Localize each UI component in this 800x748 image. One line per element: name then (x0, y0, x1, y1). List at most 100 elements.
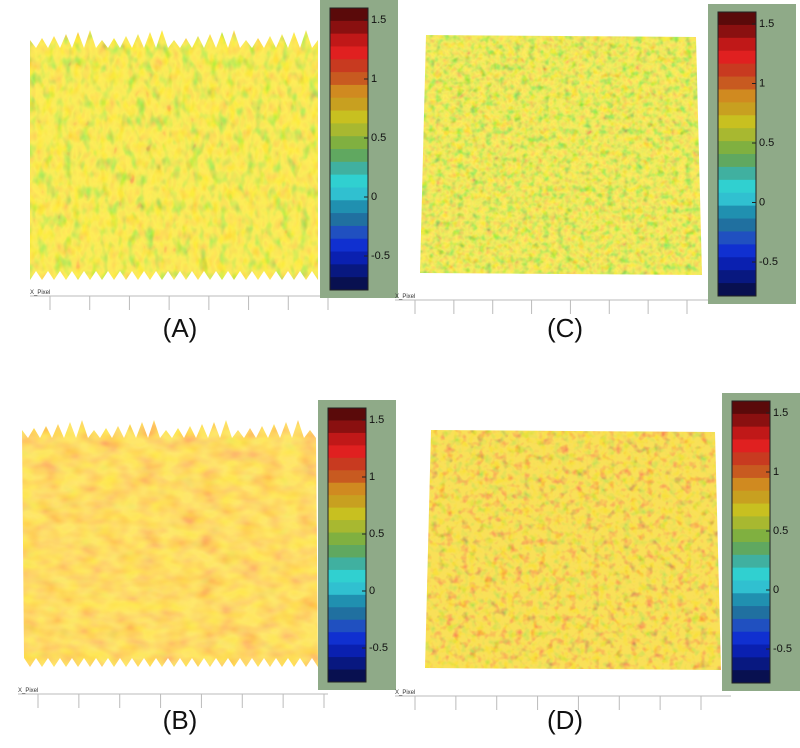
panel-label: (B) (163, 705, 198, 735)
colorbar-tick-label: 0.5 (371, 132, 386, 144)
colorbar-tick-label: 0.5 (369, 528, 384, 540)
colorbar-tick-label: -0.5 (371, 250, 390, 262)
colorbar-band (328, 432, 366, 446)
colorbar-band (732, 439, 770, 453)
colorbar-tick-label: 1 (759, 77, 765, 89)
colorbar-band (732, 657, 770, 671)
colorbar-band (328, 669, 366, 683)
panel: X_Pixel 1.5 1 0.5 0 -0.5 (A) (30, 0, 398, 343)
colorbar-band (718, 76, 756, 90)
panel: X_Pixel 1.5 1 0.5 0 -0.5 (C) (395, 4, 796, 343)
colorbar-band (732, 452, 770, 466)
colorbar-tick-label: 1.5 (371, 14, 386, 26)
colorbar-band (328, 507, 366, 521)
colorbar-band (330, 123, 368, 137)
colorbar-band (330, 238, 368, 253)
colorbar-tick-label: 0.5 (773, 525, 788, 537)
colorbar-band (328, 557, 366, 571)
colorbar-band (328, 607, 366, 621)
colorbar-band (718, 192, 756, 207)
colorbar-tick-label: -0.5 (773, 643, 792, 655)
colorbar-band (328, 582, 366, 596)
colorbar-band (732, 554, 770, 569)
panel-label: (D) (547, 705, 583, 735)
surface (22, 420, 318, 667)
colorbar-band (718, 102, 756, 116)
colorbar-band (328, 520, 366, 534)
colorbar-band (330, 20, 368, 35)
panel-label: (C) (547, 313, 583, 343)
colorbar-band (330, 46, 368, 60)
colorbar-band (718, 154, 756, 168)
colorbar-band (328, 495, 366, 509)
colorbar-band (718, 244, 756, 258)
colorbar-band (328, 632, 366, 646)
colorbar-band (328, 408, 366, 421)
colorbar-band (330, 187, 368, 201)
colorbar-band (718, 218, 756, 232)
surface (425, 430, 721, 670)
panel: X_Pixel 1.5 1 0.5 0 -0.5 (D) (395, 393, 800, 735)
colorbar-band (330, 277, 368, 291)
colorbar-tick-label: 0 (369, 585, 375, 597)
colorbar-tick-label: -0.5 (369, 642, 388, 654)
axis-label: X_Pixel (395, 690, 415, 696)
colorbar-border (717, 11, 757, 297)
colorbar-band (330, 161, 368, 176)
colorbar-tick-label: 0.5 (759, 137, 774, 149)
colorbar-band (330, 33, 368, 47)
colorbar-band (328, 545, 366, 558)
colorbar-tick-label: 0 (371, 191, 377, 203)
colorbar-band (328, 457, 366, 471)
colorbar-band (330, 200, 368, 214)
colorbar-band (732, 477, 770, 492)
colorbar-band (328, 532, 366, 546)
colorbar-band (330, 97, 368, 112)
colorbar-band (328, 619, 366, 633)
colorbar-band (328, 657, 366, 671)
colorbar-tick-label: 1 (773, 466, 779, 478)
colorbar-band (330, 72, 368, 86)
colorbar-band (328, 569, 366, 583)
colorbar-band (330, 59, 368, 73)
colorbar-band (718, 50, 756, 65)
colorbar-band (330, 8, 368, 22)
colorbar-band (732, 529, 770, 543)
colorbar-band (718, 115, 756, 129)
colorbar-band (718, 257, 756, 271)
colorbar-band (328, 420, 366, 434)
colorbar-band (718, 12, 756, 26)
colorbar-band (330, 213, 368, 227)
colorbar-band (718, 24, 756, 39)
colorbar-band (732, 567, 770, 581)
colorbar-band (330, 225, 368, 240)
colorbar-band (732, 401, 770, 415)
colorbar-tick-label: 1 (371, 73, 377, 85)
colorbar-band (330, 84, 368, 99)
colorbar-band (732, 631, 770, 646)
colorbar-border (731, 400, 771, 684)
colorbar-band (732, 593, 770, 607)
colorbar-band (732, 516, 770, 530)
colorbar-tick-label: -0.5 (759, 256, 778, 268)
axis-label: X_Pixel (18, 688, 38, 694)
colorbar-border (329, 7, 369, 291)
colorbar-band (732, 490, 770, 505)
colorbar-border (327, 407, 367, 683)
colorbar-band (732, 618, 770, 633)
colorbar-tick-label: 1 (369, 471, 375, 483)
colorbar-band (330, 264, 368, 278)
colorbar-band (732, 580, 770, 594)
colorbar-band (732, 670, 770, 684)
colorbar-tick-label: 0 (759, 196, 765, 208)
colorbar-band (718, 205, 756, 220)
colorbar-band (732, 503, 770, 517)
colorbar-band (718, 231, 756, 245)
colorbar-band (718, 128, 756, 142)
colorbar-tick-label: 1.5 (369, 414, 384, 426)
colorbar-band (330, 110, 368, 124)
panel: X_Pixel 1.5 1 0.5 0 -0.5 (B) (18, 400, 396, 735)
colorbar-band (330, 149, 368, 163)
colorbar-band (330, 251, 368, 265)
